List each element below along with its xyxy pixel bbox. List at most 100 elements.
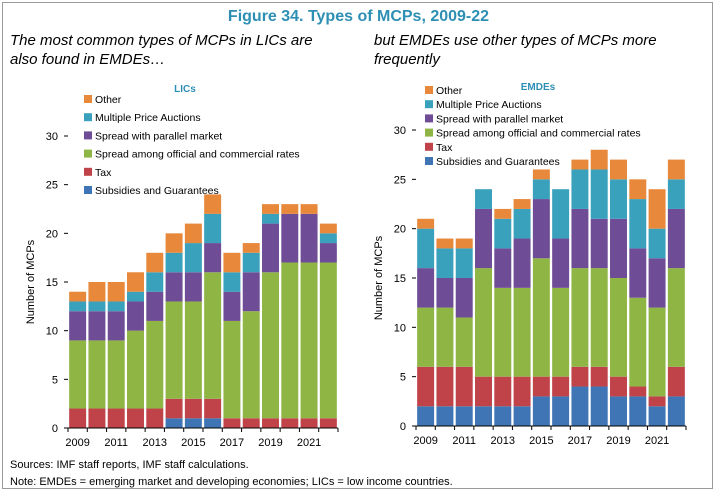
lics-y-tick-label: 0 [52, 423, 58, 435]
emdes-bar-multiple-price-auctions-2012 [475, 189, 492, 209]
emdes-bar-other-2013 [494, 208, 512, 219]
emdes-y-tick-label: 25 [394, 174, 406, 186]
lics-bar-spread-with-parallel-market-2011 [107, 311, 125, 341]
emdes-y-axis-label: Number of MCPs [373, 235, 385, 320]
emdes-bar-spread-with-parallel-market-2016 [552, 238, 570, 288]
emdes-bar-other-2019 [610, 159, 627, 180]
lics-bar-multiple-price-auctions-2022 [319, 233, 337, 244]
lics-bar-tax-2015 [184, 398, 202, 419]
emdes-bar-multiple-price-auctions-2017 [571, 169, 589, 209]
lics-bar-other-2022 [319, 223, 337, 234]
lics-bar-other-2011 [107, 282, 125, 302]
lics-bar-spread-with-parallel-market-2009 [69, 311, 87, 341]
emdes-bar-spread-among-official-and-commercial-rates-2011 [455, 317, 473, 367]
sources-note: Sources: IMF staff reports, IMF staff ca… [10, 459, 249, 471]
lics-bar-spread-with-parallel-market-2010 [88, 311, 106, 341]
emdes-bar-subsidies-and-guarantees-2013 [494, 406, 512, 426]
emdes-bar-tax-2010 [436, 366, 454, 407]
lics-panel-title: LICs [174, 84, 196, 95]
lics-bar-spread-with-parallel-market-2019 [262, 223, 279, 273]
emdes-bar-subsidies-and-guarantees-2019 [610, 396, 627, 426]
lics-bar-other-2016 [204, 194, 222, 214]
emdes-y-tick-label: 5 [400, 372, 406, 384]
emdes-bar-multiple-price-auctions-2010 [436, 248, 454, 278]
lics-bar-tax-2022 [319, 418, 337, 428]
lics-bar-spread-among-official-and-commercial-rates-2013 [146, 320, 164, 409]
emdes-bar-spread-among-official-and-commercial-rates-2021 [648, 307, 666, 397]
emdes-bar-other-2018 [590, 149, 608, 170]
lics-bar-tax-2021 [300, 418, 318, 428]
lics-bar-tax-2009 [69, 408, 87, 428]
lics-bar-spread-with-parallel-market-2020 [281, 213, 299, 263]
emdes-bar-multiple-price-auctions-2021 [648, 228, 666, 259]
emdes-bar-spread-with-parallel-market-2021 [648, 258, 666, 308]
emdes-bar-other-2010 [436, 238, 454, 249]
emdes-bar-other-2022 [667, 159, 685, 180]
lics-bar-tax-2016 [204, 398, 222, 419]
emdes-bar-tax-2015 [532, 376, 550, 397]
emdes-bar-other-2020 [629, 179, 647, 200]
lics-x-tick-label: 2019 [258, 437, 282, 449]
lics-bar-multiple-price-auctions-2015 [184, 243, 202, 273]
emdes-bar-subsidies-and-guarantees-2014 [513, 406, 531, 426]
emdes-legend-label-spread-among-official-and-commercial-rates: Spread among official and commercial rat… [436, 128, 641, 140]
lics-x-tick-label: 2009 [65, 437, 89, 449]
emdes-bar-subsidies-and-guarantees-2009 [417, 406, 435, 426]
emdes-bar-multiple-price-auctions-2022 [667, 179, 685, 209]
emdes-x-tick-label: 2009 [413, 435, 437, 447]
lics-legend-swatch-spread-among-official-and-commercial-rates [84, 149, 92, 158]
lics-bar-spread-among-official-and-commercial-rates-2019 [262, 272, 279, 419]
lics-y-tick-label: 25 [46, 180, 58, 192]
lics-bar-other-2010 [88, 282, 106, 302]
lics-bar-spread-among-official-and-commercial-rates-2016 [204, 272, 222, 399]
emdes-bar-tax-2014 [513, 376, 531, 407]
emdes-bar-subsidies-and-guarantees-2021 [648, 406, 666, 426]
lics-legend-label-multiple-price-auctions: Multiple Price Auctions [95, 112, 201, 124]
emdes-bar-tax-2012 [475, 376, 492, 407]
lics-bar-multiple-price-auctions-2013 [146, 272, 164, 292]
lics-legend-swatch-other [84, 95, 92, 103]
left-panel-subtitle: The most common types of MCPs in LICs ar… [10, 32, 313, 68]
emdes-bar-multiple-price-auctions-2014 [513, 208, 531, 239]
lics-bar-spread-among-official-and-commercial-rates-2021 [300, 262, 318, 419]
lics-bar-multiple-price-auctions-2014 [165, 252, 183, 273]
lics-legend-swatch-spread-with-parallel-market [84, 131, 92, 140]
abbreviations-note: Note: EMDEs = emerging market and develo… [10, 476, 453, 488]
emdes-bar-multiple-price-auctions-2011 [455, 248, 473, 278]
emdes-x-tick-label: 2021 [645, 435, 669, 447]
lics-bar-multiple-price-auctions-2012 [127, 291, 144, 302]
lics-bar-spread-with-parallel-market-2022 [319, 243, 337, 263]
emdes-bar-subsidies-and-guarantees-2015 [532, 396, 550, 426]
emdes-y-tick-label: 10 [394, 322, 406, 334]
emdes-y-tick-label: 20 [394, 224, 406, 236]
lics-bar-spread-among-official-and-commercial-rates-2011 [107, 340, 125, 409]
emdes-legend-label-tax: Tax [436, 142, 453, 154]
emdes-bar-tax-2019 [610, 376, 627, 397]
emdes-panel-title: EMDEs [521, 82, 556, 93]
lics-legend-label-spread-with-parallel-market: Spread with parallel market [95, 130, 222, 142]
lics-bar-spread-among-official-and-commercial-rates-2022 [319, 262, 337, 419]
lics-legend-label-other: Other [95, 94, 122, 106]
emdes-y-tick-label: 0 [400, 421, 406, 433]
emdes-bar-spread-with-parallel-market-2017 [571, 208, 589, 269]
emdes-bar-spread-among-official-and-commercial-rates-2013 [494, 287, 512, 377]
emdes-bar-spread-with-parallel-market-2019 [610, 218, 627, 278]
figure-title: Figure 34. Types of MCPs, 2009-22 [227, 8, 490, 25]
emdes-bar-multiple-price-auctions-2013 [494, 218, 512, 249]
lics-chart: LICs 0 5 10 15 20 25 30 Number of MCPs 2009 2011 20… [25, 84, 339, 449]
lics-bar-other-2017 [223, 252, 241, 273]
emdes-bar-spread-among-official-and-commercial-rates-2010 [436, 307, 454, 367]
emdes-bar-spread-with-parallel-market-2011 [455, 278, 473, 318]
lics-y-axis-label: Number of MCPs [25, 239, 37, 324]
lics-bar-other-2013 [146, 252, 164, 273]
emdes-bar-other-2021 [648, 189, 666, 229]
emdes-chart: EMDEs 0 5 10 15 20 25 30 Number of MCPs 2009 2011 2… [373, 82, 687, 447]
emdes-bar-spread-among-official-and-commercial-rates-2019 [610, 278, 627, 377]
emdes-bar-tax-2022 [667, 366, 685, 397]
emdes-bar-spread-among-official-and-commercial-rates-2020 [629, 297, 647, 387]
emdes-bar-other-2014 [513, 199, 531, 209]
lics-bar-spread-with-parallel-market-2013 [146, 291, 164, 321]
lics-bar-multiple-price-auctions-2011 [107, 301, 125, 312]
lics-x-tick-label: 2021 [297, 437, 321, 449]
emdes-bar-subsidies-and-guarantees-2016 [552, 396, 570, 426]
